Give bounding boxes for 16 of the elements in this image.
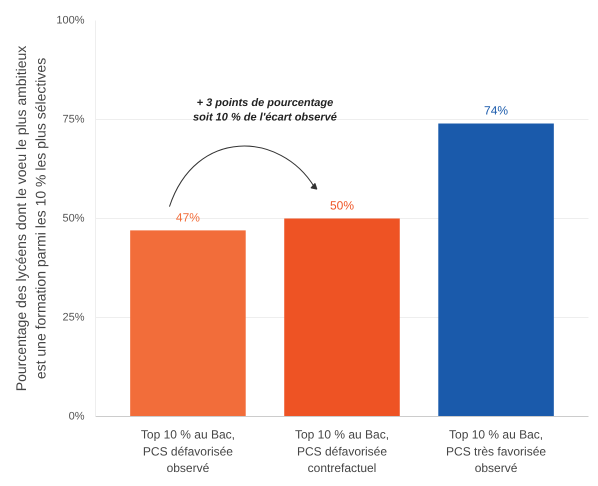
y-tick-label: 25% [62,312,85,324]
y-axis-title: Pourcentage des lycéens dont le voeu le plus ambitieux est une formation parmi les 10 % les plus sélectives [13,46,48,392]
y-tick-label: 100% [56,14,85,26]
bar [130,230,246,416]
data-label: 50% [330,198,354,212]
y-tick-label: 75% [62,114,85,126]
data-label: 47% [176,210,200,224]
bar [284,218,400,416]
data-label: 74% [484,103,508,118]
annotation: + 3 points de pourcentage soit 10 % de l'écart observé [193,97,337,124]
x-tick-label: Top 10 % au Bac, PCS défavorisée observé [140,428,235,476]
bar [438,123,554,416]
y-tick-label: 0% [68,410,85,422]
x-tick-label: Top 10 % au Bac, PCS très favorisée observé [446,428,546,476]
y-tick-label: 50% [62,212,85,224]
x-tick-label: Top 10 % au Bac, PCS défavorisée contrefactuel [294,428,390,476]
